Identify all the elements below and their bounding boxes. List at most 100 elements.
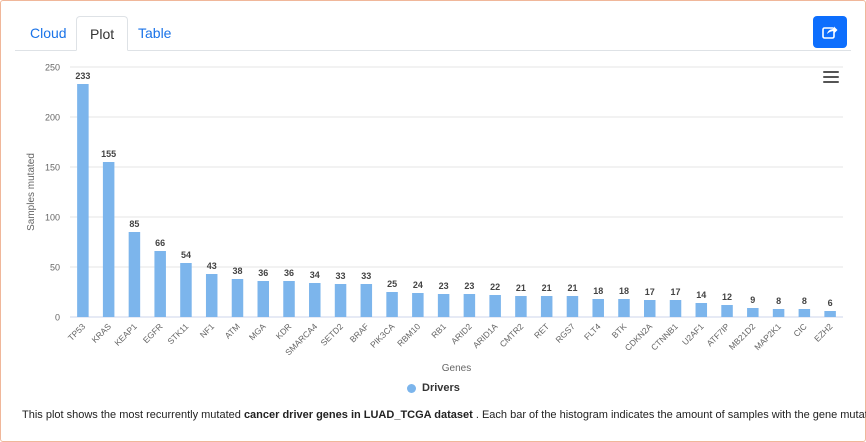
x-tick-label: MGA — [247, 321, 268, 342]
legend-marker — [407, 383, 416, 393]
x-tick-label: MAP2K1 — [752, 321, 783, 352]
bar-rb1 — [437, 294, 450, 317]
data-label: 17 — [671, 287, 681, 297]
bar-rgs7 — [566, 296, 579, 317]
data-label: 233 — [75, 71, 90, 81]
bar-mga — [257, 281, 269, 317]
tab-plot[interactable]: Plot — [76, 16, 129, 51]
data-label: 14 — [696, 290, 706, 300]
data-label: 6 — [828, 298, 833, 308]
bar-egfr — [154, 251, 166, 317]
bar-cmtr2 — [515, 296, 527, 317]
data-label: 21 — [567, 283, 577, 293]
share-icon — [822, 26, 838, 39]
x-tick-label: EGFR — [141, 321, 165, 345]
bar-arid2 — [463, 294, 476, 317]
bar-kras — [102, 162, 115, 317]
data-label: 38 — [232, 266, 242, 276]
bar-setd2 — [334, 284, 347, 317]
bar-kdr — [283, 281, 295, 317]
bar-cic — [798, 309, 811, 317]
x-axis-title: Genes — [442, 363, 471, 374]
bar-ezh2 — [824, 311, 836, 317]
data-label: 25 — [387, 279, 397, 289]
data-label: 33 — [361, 271, 371, 281]
bar-cdkn2a — [644, 300, 656, 317]
data-label: 18 — [619, 286, 629, 296]
x-tick-label: MB21D2 — [727, 321, 758, 352]
data-label: 8 — [776, 296, 781, 306]
x-tick-label: KDR — [274, 321, 294, 341]
x-tick-label: RET — [532, 321, 551, 340]
data-label: 17 — [645, 287, 655, 297]
bar-rbm10 — [412, 293, 424, 317]
data-label: 43 — [207, 261, 217, 271]
bar-flt4 — [592, 299, 604, 317]
bar-braf — [360, 284, 373, 317]
data-label: 34 — [310, 270, 320, 280]
x-tick-label: CDKN2A — [623, 321, 655, 353]
bar-stk11 — [180, 263, 192, 317]
x-tick-label: ARID1A — [471, 321, 500, 350]
data-label: 12 — [722, 292, 732, 302]
y-tick-label: 250 — [45, 63, 60, 73]
data-label: 66 — [155, 238, 165, 248]
bar-pik3ca — [386, 292, 398, 317]
data-label: 36 — [284, 268, 294, 278]
x-tick-label: BTK — [610, 321, 629, 340]
data-label: 54 — [181, 250, 191, 260]
data-label: 21 — [542, 283, 552, 293]
x-tick-label: SETD2 — [319, 321, 346, 348]
data-label: 36 — [258, 268, 268, 278]
x-tick-label: STK11 — [165, 321, 190, 346]
y-tick-label: 50 — [50, 263, 60, 273]
caption-prefix: This plot shows the most recurrently mut… — [22, 409, 244, 421]
hamburger-menu-icon[interactable] — [823, 71, 839, 83]
x-tick-label: FLT4 — [582, 321, 603, 342]
legend-label: Drivers — [422, 382, 460, 394]
y-tick-label: 100 — [45, 213, 60, 223]
x-tick-label: PIK3CA — [368, 321, 397, 350]
data-label: 23 — [439, 281, 449, 291]
bar-map2k1 — [772, 309, 785, 317]
data-label: 8 — [802, 296, 807, 306]
x-tick-label: BRAF — [348, 321, 371, 344]
bar-ret — [540, 296, 553, 317]
x-tick-label: NF1 — [198, 321, 217, 340]
share-button[interactable] — [813, 16, 847, 48]
bar-u2af1 — [695, 303, 708, 317]
caption-suffix: . Each bar of the histogram indicates th… — [472, 409, 866, 421]
bar-btk — [618, 299, 630, 317]
x-tick-label: ATM — [223, 321, 242, 340]
y-tick-label: 0 — [55, 313, 60, 323]
plot-caption: This plot shows the most recurrently mut… — [22, 409, 866, 421]
data-label: 85 — [129, 219, 139, 229]
bar-ctnnb1 — [669, 300, 682, 317]
data-label: 24 — [413, 280, 423, 290]
legend-item-drivers[interactable]: Drivers — [407, 382, 460, 394]
x-tick-label: CMTR2 — [498, 321, 526, 349]
x-tick-label: EZH2 — [812, 321, 835, 344]
x-tick-label: KEAP1 — [112, 321, 139, 348]
bar-tp53 — [77, 84, 89, 317]
tab-bar: Cloud Plot Table — [15, 16, 851, 51]
x-tick-label: U2AF1 — [680, 321, 706, 347]
bar-smarca4 — [309, 283, 321, 317]
x-tick-label: TP53 — [66, 321, 88, 343]
data-label: 155 — [101, 149, 116, 159]
x-tick-label: CTNNB1 — [649, 321, 680, 352]
y-tick-label: 150 — [45, 163, 60, 173]
x-tick-label: RB1 — [429, 321, 448, 340]
data-label: 33 — [336, 271, 346, 281]
data-label: 9 — [750, 295, 755, 305]
bar-mb21d2 — [747, 308, 759, 317]
x-tick-label: KRAS — [90, 321, 114, 345]
bar-chart: 0 50 100 150 200 250 Samples mutated 233 TP53 155… — [26, 63, 843, 374]
x-tick-label: RBM10 — [395, 321, 422, 348]
tab-cloud[interactable]: Cloud — [30, 25, 67, 41]
data-label: 23 — [464, 281, 474, 291]
tab-table[interactable]: Table — [138, 25, 172, 41]
data-label: 22 — [490, 282, 500, 292]
data-label: 18 — [593, 286, 603, 296]
